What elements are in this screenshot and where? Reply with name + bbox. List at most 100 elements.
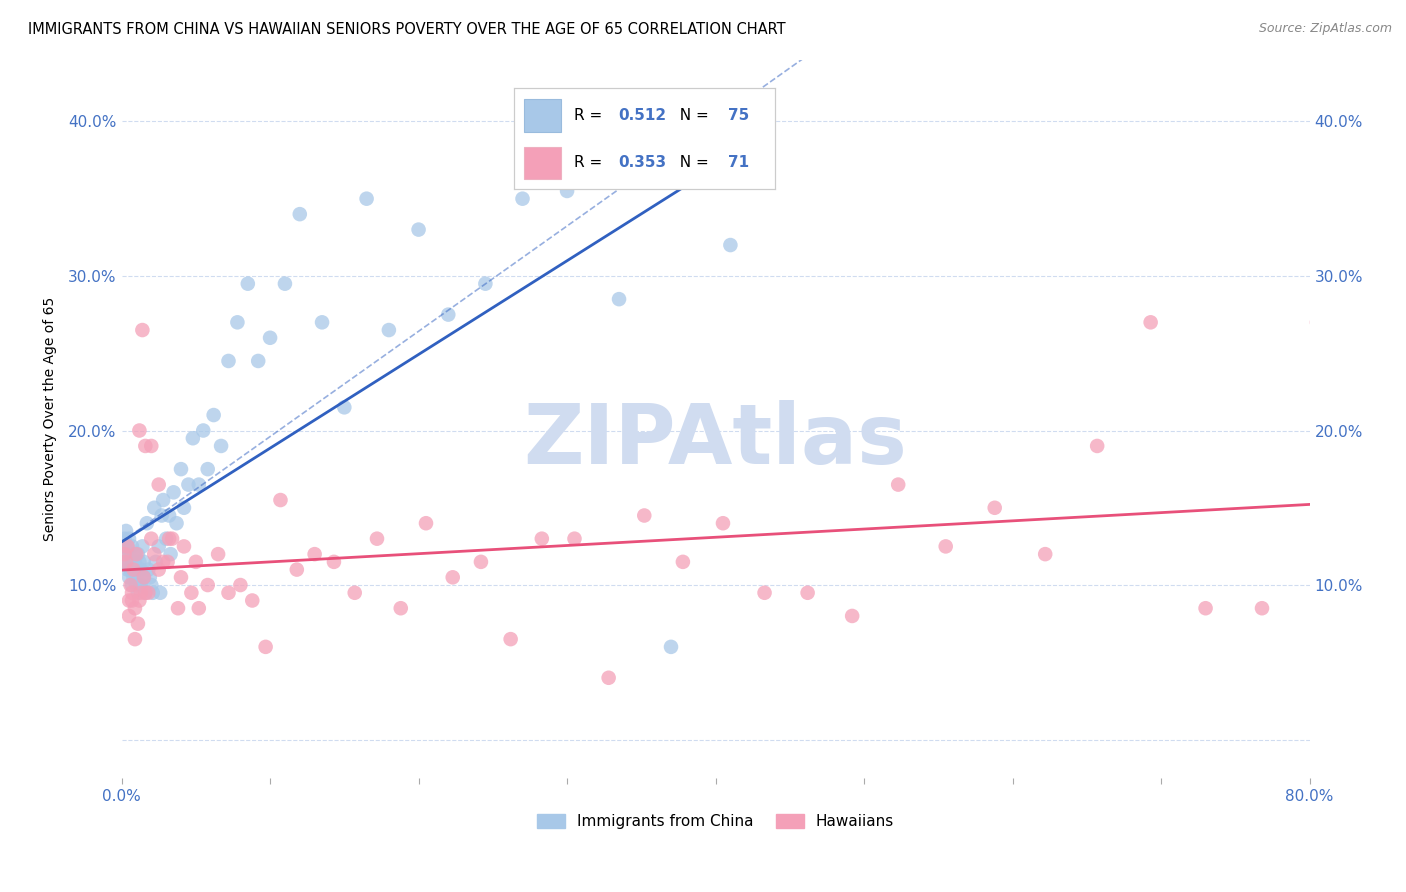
- Point: [274, 277, 297, 291]
- Point: [143, 500, 166, 515]
- Point: [148, 540, 170, 554]
- Point: [148, 563, 170, 577]
- Point: [155, 532, 177, 546]
- Point: [197, 578, 219, 592]
- Point: [187, 477, 209, 491]
- Point: [141, 532, 163, 546]
- Legend: Immigrants from China, Hawaiians: Immigrants from China, Hawaiians: [531, 808, 900, 835]
- Point: [156, 555, 179, 569]
- Point: [598, 671, 620, 685]
- Point: [122, 570, 145, 584]
- Point: [121, 586, 143, 600]
- Point: [180, 586, 202, 600]
- Point: [173, 540, 195, 554]
- Point: [118, 532, 141, 546]
- Point: [633, 508, 655, 523]
- Point: [157, 532, 180, 546]
- Point: [304, 547, 326, 561]
- Point: [711, 516, 734, 531]
- Point: [121, 578, 143, 592]
- Point: [114, 555, 136, 569]
- Point: [202, 408, 225, 422]
- Point: [408, 222, 430, 236]
- Point: [333, 401, 356, 415]
- Point: [124, 547, 146, 561]
- Text: IMMIGRANTS FROM CHINA VS HAWAIIAN SENIORS POVERTY OVER THE AGE OF 65 CORRELATION: IMMIGRANTS FROM CHINA VS HAWAIIAN SENIOR…: [28, 22, 786, 37]
- Point: [143, 547, 166, 561]
- Point: [1194, 601, 1216, 615]
- Point: [437, 308, 460, 322]
- Point: [124, 632, 146, 647]
- Point: [378, 323, 401, 337]
- Point: [564, 532, 586, 546]
- Point: [209, 439, 232, 453]
- Point: [607, 292, 630, 306]
- Point: [177, 477, 200, 491]
- Point: [983, 500, 1005, 515]
- Point: [218, 354, 240, 368]
- Point: [129, 586, 152, 600]
- Point: [120, 547, 142, 561]
- Point: [148, 477, 170, 491]
- Point: [555, 184, 578, 198]
- Point: [124, 555, 146, 569]
- Point: [1139, 315, 1161, 329]
- Point: [389, 601, 412, 615]
- Point: [259, 331, 281, 345]
- Point: [118, 555, 141, 569]
- Point: [170, 462, 193, 476]
- Point: [207, 547, 229, 561]
- Point: [120, 578, 142, 592]
- Point: [115, 524, 138, 538]
- Point: [121, 540, 143, 554]
- Point: [135, 516, 157, 531]
- Point: [118, 609, 141, 624]
- Point: [1306, 315, 1329, 329]
- Point: [1033, 547, 1056, 561]
- Point: [226, 315, 249, 329]
- Point: [672, 555, 695, 569]
- Point: [415, 516, 437, 531]
- Point: [127, 616, 149, 631]
- Point: [128, 578, 150, 592]
- Point: [150, 508, 173, 523]
- Point: [366, 532, 388, 546]
- Point: [170, 570, 193, 584]
- Point: [474, 277, 496, 291]
- Point: [118, 570, 141, 584]
- Point: [117, 540, 139, 554]
- Point: [236, 277, 259, 291]
- Point: [132, 570, 155, 584]
- Point: [117, 563, 139, 577]
- Point: [127, 547, 149, 561]
- Point: [530, 532, 553, 546]
- Point: [145, 555, 167, 569]
- Point: [117, 540, 139, 554]
- Point: [139, 570, 162, 584]
- Point: [141, 439, 163, 453]
- Point: [162, 485, 184, 500]
- Point: [796, 586, 818, 600]
- Point: [247, 354, 270, 368]
- Point: [132, 570, 155, 584]
- Point: [512, 192, 534, 206]
- Point: [152, 555, 174, 569]
- Text: ZIPAtlas: ZIPAtlas: [523, 400, 907, 481]
- Point: [134, 586, 156, 600]
- Point: [152, 493, 174, 508]
- Point: [122, 563, 145, 577]
- Point: [128, 555, 150, 569]
- Point: [311, 315, 333, 329]
- Point: [167, 601, 190, 615]
- Point: [1085, 439, 1108, 453]
- Point: [136, 563, 159, 577]
- Point: [187, 601, 209, 615]
- Point: [160, 532, 183, 546]
- Point: [142, 586, 165, 600]
- Point: [166, 516, 188, 531]
- Point: [718, 238, 741, 252]
- Point: [120, 563, 142, 577]
- Point: [323, 555, 346, 569]
- Point: [1251, 601, 1274, 615]
- Point: [218, 586, 240, 600]
